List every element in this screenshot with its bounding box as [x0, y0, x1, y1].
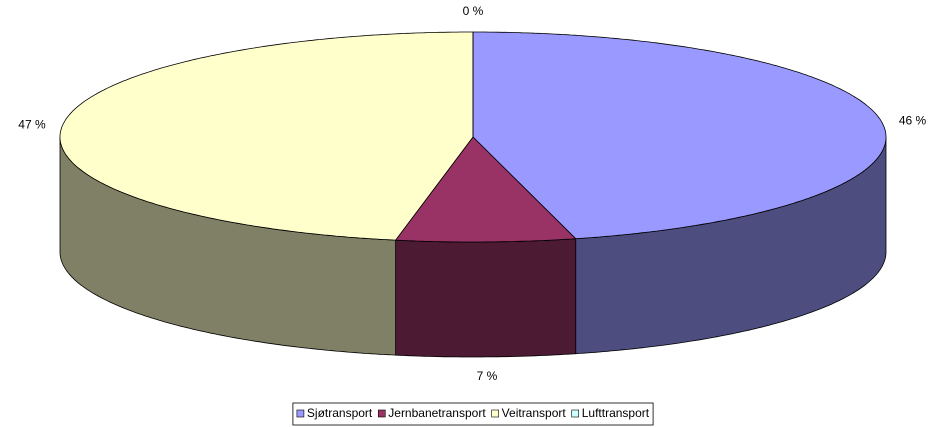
legend-swatch [571, 409, 580, 418]
data-label: 0 % [463, 4, 484, 18]
legend-box [292, 402, 654, 426]
legend: Sjøtransport Jernbanetransport Veitranspor… [292, 402, 654, 426]
slice [394, 136, 577, 243]
slice-side [395, 238, 577, 358]
legend-label: Jernbanetransport [388, 406, 486, 420]
legend-swatch [377, 409, 386, 418]
data-label: 7 % [477, 369, 498, 383]
legend-label: Sjøtransport [307, 406, 373, 420]
slice [59, 31, 474, 241]
legend-swatch [491, 409, 499, 418]
legend-label: Lufttransport [582, 406, 650, 420]
slice [472, 31, 887, 240]
legend-swatch [296, 409, 305, 418]
legend-label: Veitransport [502, 406, 567, 420]
data-label: 47 % [18, 117, 46, 131]
data-label: 46 % [899, 114, 927, 128]
